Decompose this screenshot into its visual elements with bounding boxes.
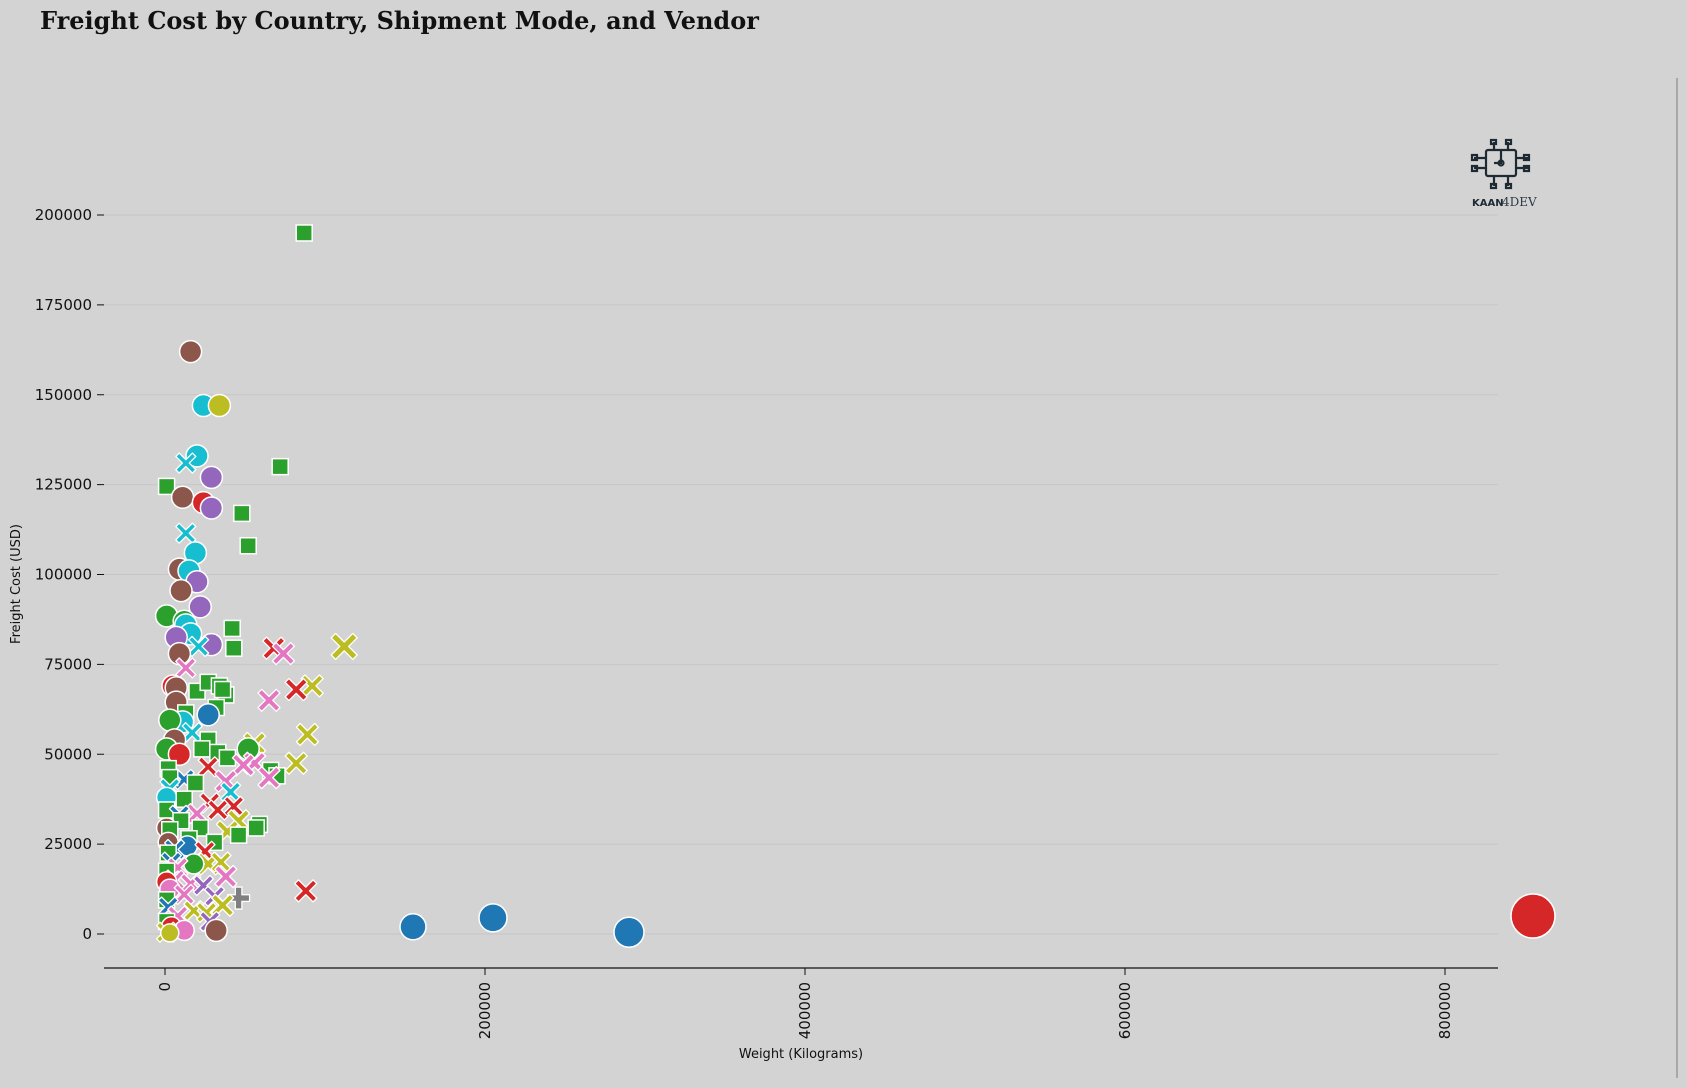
scatter-point: [478, 903, 508, 933]
x-tick-label: 200000: [476, 982, 494, 1039]
scatter-point: [199, 465, 224, 490]
y-tick-label: 75000: [44, 655, 92, 673]
x-tick-label: 0: [156, 982, 174, 992]
scatter-point: [204, 918, 228, 943]
scatter-point: [210, 893, 235, 917]
scatter-point: [187, 635, 210, 658]
x-tick-label: 600000: [1116, 982, 1134, 1039]
y-tick-label: 200000: [35, 206, 92, 224]
scatter-point: [229, 826, 248, 844]
scatter-point: [284, 751, 308, 775]
chart-title: Freight Cost by Country, Shipment Mode, …: [40, 6, 759, 35]
scatter-point: [225, 639, 243, 657]
scatter-point: [271, 641, 296, 666]
scatter-point: [188, 595, 212, 619]
scatter-point: [239, 536, 257, 555]
scatter-point: [175, 657, 197, 679]
y-axis-label: Freight Cost (USD): [9, 524, 24, 644]
scatter-point: [169, 578, 193, 603]
scatter-point: [197, 756, 219, 778]
scatter-point: [294, 879, 318, 903]
scatter-point: [175, 452, 197, 474]
scatter-point: [613, 916, 645, 948]
scatter-point: [158, 708, 182, 732]
scatter-point: [300, 674, 324, 698]
scatter-point: [207, 393, 232, 418]
scatter-point: [207, 799, 229, 821]
scatter-point: [330, 632, 358, 661]
logo: KAAN 4DEV: [1470, 138, 1537, 209]
data-points: [154, 224, 1556, 948]
scatter-point: [1510, 893, 1556, 939]
y-tick-label: 100000: [35, 566, 92, 584]
scatter-point: [223, 619, 241, 638]
y-tick-label: 25000: [44, 835, 92, 853]
scatter-point: [157, 477, 176, 496]
y-tick-label: 125000: [35, 476, 92, 494]
scatter-point: [257, 765, 281, 790]
scatter-point: [178, 339, 203, 364]
scatter-point: [231, 753, 256, 777]
circuit-chip-icon: [1470, 138, 1531, 190]
x-axis-ticks: 0 200000 400000 600000 800000: [156, 968, 1454, 1039]
scatter-point: [247, 819, 265, 837]
logo-text-4dev: 4DEV: [1502, 195, 1537, 209]
y-tick-label: 150000: [35, 386, 92, 404]
scatter-point: [226, 886, 251, 910]
x-tick-label: 400000: [796, 982, 814, 1039]
scatter-point: [295, 722, 320, 747]
y-tick-label: 175000: [35, 296, 92, 314]
scatter-point: [271, 457, 289, 476]
scatter-point: [233, 504, 251, 523]
scatter-point: [284, 677, 308, 702]
logo-text-kaan: KAAN: [1472, 198, 1504, 209]
scatter-point: [170, 485, 195, 509]
scatter-point: [175, 522, 197, 544]
scatter-point: [257, 688, 281, 712]
scatter-point: [183, 853, 205, 875]
scatter-point: [214, 864, 238, 889]
y-axis-ticks: 0 25000 50000 75000 100000 125000 150000 175000…: [35, 206, 104, 943]
y-tick-label: 50000: [44, 745, 92, 763]
scatter-point: [399, 913, 427, 941]
scatter-point: [186, 774, 205, 792]
scatter-point: [193, 740, 211, 758]
x-tick-label: 800000: [1436, 982, 1454, 1039]
x-axis-label: Weight (Kilograms): [739, 1047, 863, 1062]
scatter-point: [160, 923, 180, 943]
grid-lines: [104, 214, 1498, 935]
y-tick-label: 0: [82, 925, 92, 943]
scatter-point: [167, 742, 192, 766]
scatter-point: [199, 496, 224, 520]
scatter-point: [295, 224, 313, 242]
scatter-point: [196, 702, 220, 727]
scatter-point: [213, 680, 232, 699]
